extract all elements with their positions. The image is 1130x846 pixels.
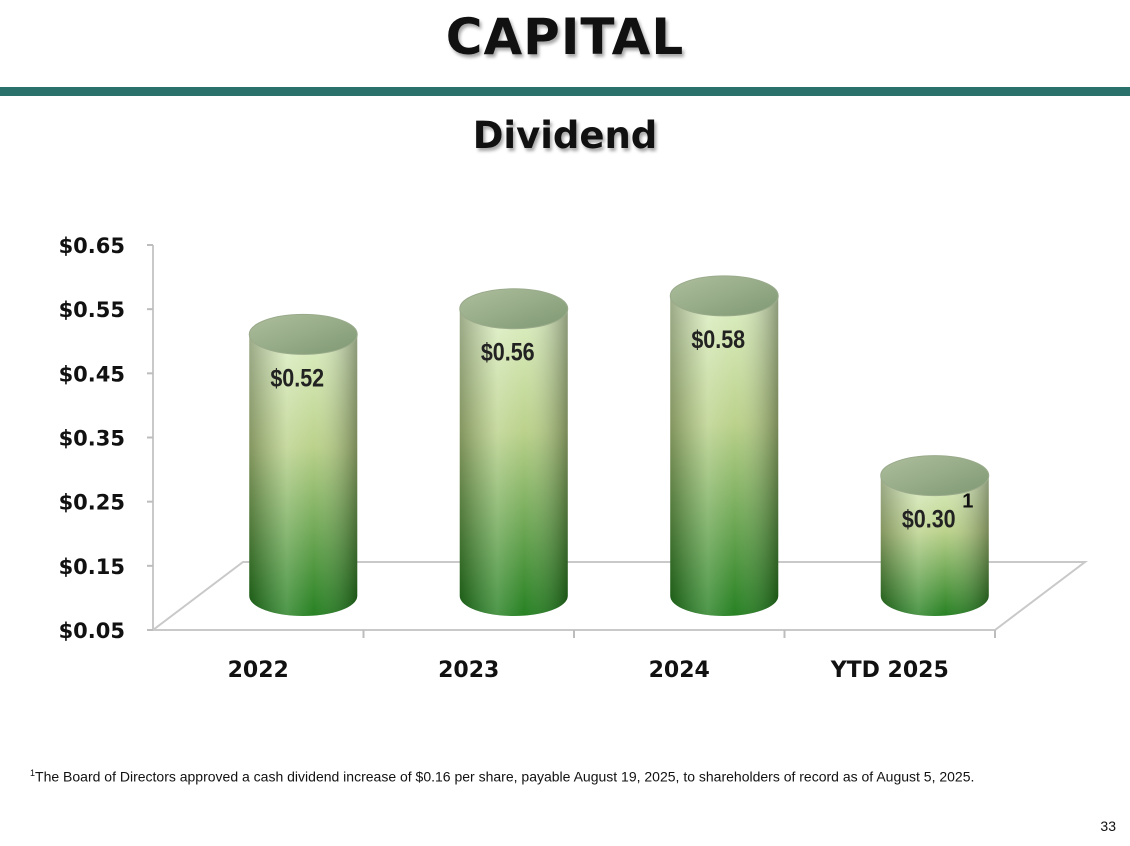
y-tick-label: $0.55 — [59, 298, 125, 322]
y-tick-label: $0.15 — [59, 555, 125, 579]
bar-cap — [880, 455, 990, 497]
bar-cap — [669, 275, 779, 317]
footnote-text: The Board of Directors approved a cash d… — [35, 768, 975, 785]
y-tick-label: $0.25 — [59, 491, 125, 515]
footnote-marker: 1 — [30, 768, 36, 778]
bar-shading — [880, 475, 989, 616]
data-label-superscript: 1 — [962, 491, 973, 513]
y-tick-label: $0.05 — [59, 619, 125, 643]
data-label: $0.30 — [902, 505, 956, 533]
chart-floor — [150, 561, 1088, 631]
bar-shading — [249, 334, 358, 616]
x-tick-label: 2022 — [228, 658, 289, 683]
y-tick-label: $0.45 — [59, 362, 125, 386]
footnote: 1The Board of Directors approved a cash … — [30, 768, 1110, 785]
bar-2023 — [459, 288, 569, 616]
bar-cap — [459, 288, 569, 330]
data-label: $0.56 — [481, 338, 535, 366]
slide-title: CAPITAL — [445, 8, 685, 66]
bar-ytd-2025 — [880, 455, 990, 616]
bar-shading — [670, 295, 779, 616]
chart-title: Dividend — [472, 114, 658, 157]
page-number: 33 — [1100, 818, 1116, 834]
y-tick-label: $0.35 — [59, 427, 125, 451]
bar-cap — [248, 313, 358, 355]
x-tick-label: YTD 2025 — [830, 658, 949, 683]
x-tick-label: 2024 — [649, 658, 710, 683]
title-divider — [0, 87, 1130, 96]
x-tick-label: 2023 — [438, 658, 499, 683]
bar-shading — [459, 308, 568, 616]
data-label: $0.58 — [691, 325, 745, 353]
dividend-bar-chart: $0.05 $0.15 $0.25 $0.35 $0.45 $0.55 $0.65 $0.5… — [59, 234, 1088, 683]
bar-2022 — [248, 313, 358, 616]
data-label: $0.52 — [270, 364, 324, 392]
y-tick-label: $0.65 — [59, 234, 125, 258]
bar-2024 — [669, 275, 779, 616]
